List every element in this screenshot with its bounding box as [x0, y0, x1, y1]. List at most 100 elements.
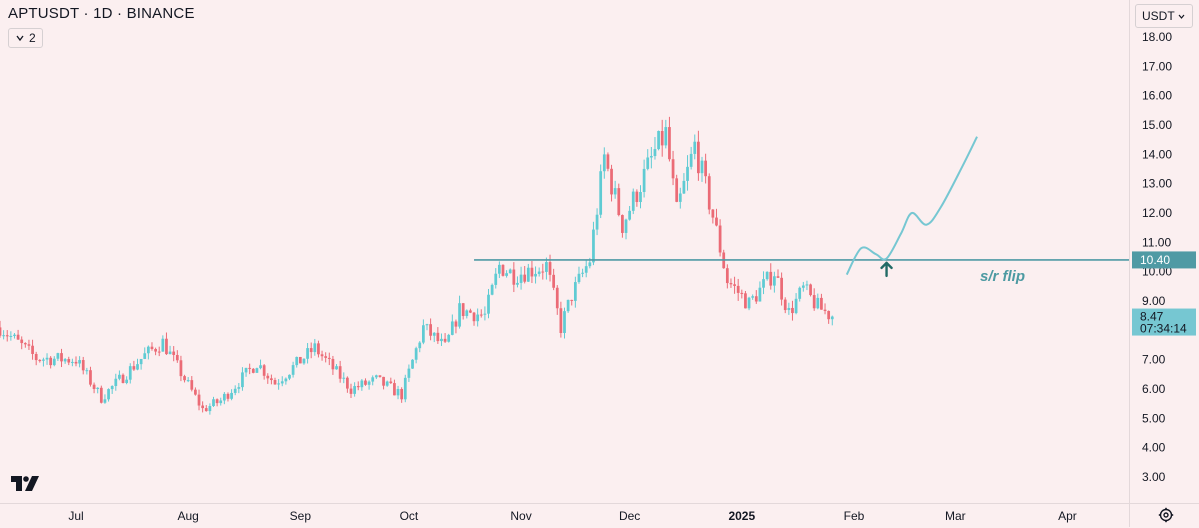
candle: [769, 263, 773, 290]
price-tick-label: 7.00: [1142, 353, 1166, 367]
candle: [443, 333, 447, 344]
candle: [63, 358, 67, 364]
candle: [610, 164, 613, 202]
candle: [161, 335, 165, 352]
candle: [175, 350, 179, 363]
candle: [487, 288, 490, 319]
candle: [407, 364, 411, 382]
candle: [233, 385, 237, 396]
candle: [541, 263, 545, 280]
candle: [179, 355, 183, 382]
candle: [787, 302, 791, 315]
candle: [400, 387, 404, 403]
time-tick-label: Jul: [68, 509, 83, 523]
candle: [421, 319, 425, 345]
candle: [89, 366, 92, 387]
candle: [519, 266, 523, 290]
candle: [338, 360, 342, 383]
candle: [624, 218, 628, 240]
price-axis[interactable]: 18.00 17.00 16.00 15.00 14.00 13.00 12.00 11.00…: [1142, 30, 1172, 484]
candle: [671, 150, 675, 186]
candle: [244, 367, 248, 377]
candle: [436, 327, 440, 344]
candle: [385, 380, 389, 387]
candle: [693, 134, 697, 160]
candle: [548, 254, 552, 282]
candle: [469, 308, 472, 314]
candle: [172, 346, 176, 362]
candle: [284, 377, 288, 385]
time-axis[interactable]: Jul Aug Sep Oct Nov Dec 2025 Feb Mar Apr: [68, 509, 1077, 523]
candle: [99, 385, 103, 404]
candle: [331, 355, 335, 375]
candle: [230, 389, 233, 401]
candle: [371, 375, 375, 386]
candle: [697, 130, 700, 181]
price-tick-label: 5.00: [1142, 411, 1166, 425]
candle: [552, 268, 556, 291]
candle: [27, 339, 31, 350]
indicators-toggle[interactable]: 2: [8, 28, 43, 48]
candle: [320, 350, 324, 361]
candle: [226, 392, 230, 402]
candle: [794, 293, 798, 315]
candle: [440, 333, 443, 346]
candle: [139, 358, 143, 370]
candle: [744, 290, 747, 309]
candle: [736, 278, 740, 301]
candle: [809, 283, 812, 297]
gear-icon[interactable]: [1158, 507, 1174, 528]
candle: [411, 359, 414, 369]
candle: [747, 296, 751, 311]
last-price-label: 8.47 07:34:14: [1132, 308, 1196, 336]
candle: [42, 357, 45, 367]
candle: [707, 173, 711, 215]
candle: [367, 380, 371, 390]
candle: [403, 374, 407, 403]
candle: [653, 137, 657, 160]
chevron-down-icon: [1178, 14, 1185, 19]
candle: [526, 263, 530, 282]
candle: [114, 373, 118, 391]
candle: [215, 398, 219, 407]
candle: [664, 119, 668, 149]
candle: [382, 376, 385, 390]
candle: [5, 330, 9, 342]
candle: [516, 276, 519, 288]
candle: [262, 364, 266, 380]
candle: [56, 352, 60, 362]
candle: [577, 266, 581, 284]
candle: [682, 173, 686, 195]
candle: [483, 306, 487, 321]
candle: [823, 303, 827, 315]
candle: [118, 370, 121, 381]
candle: [60, 348, 63, 368]
candle: [812, 288, 816, 311]
candle: [313, 338, 317, 356]
currency-selector[interactable]: USDT: [1135, 4, 1193, 28]
symbol-title[interactable]: APTUSDT · 1D · BINANCE: [8, 5, 195, 22]
candle: [646, 149, 650, 171]
candle: [378, 375, 382, 378]
tradingview-logo[interactable]: [11, 476, 39, 497]
candle: [16, 329, 20, 340]
indicator-count: 2: [29, 31, 36, 45]
candle: [327, 352, 331, 366]
time-tick-label: Nov: [510, 509, 531, 523]
candle: [613, 180, 617, 199]
candle: [454, 319, 458, 334]
candle: [67, 356, 71, 366]
candle: [606, 152, 610, 172]
candle: [801, 281, 805, 292]
candle: [237, 382, 241, 394]
candle: [635, 189, 639, 207]
candle: [773, 271, 776, 293]
candle: [472, 311, 476, 326]
candle: [125, 376, 129, 385]
candle: [208, 403, 212, 415]
candle: [277, 379, 281, 390]
candle: [13, 333, 16, 339]
candle: [389, 377, 393, 385]
candle: [190, 376, 194, 392]
